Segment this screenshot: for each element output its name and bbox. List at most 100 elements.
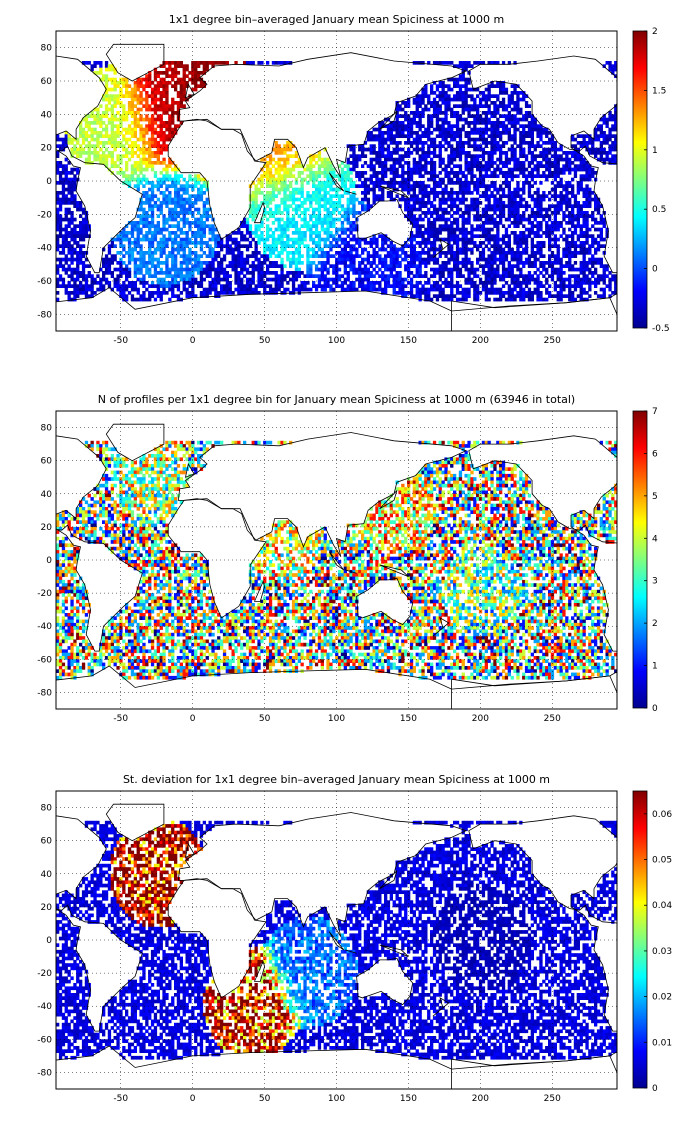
data-cell [176,94,181,98]
data-cell [176,181,181,185]
data-cell [136,111,140,115]
data-cell [605,227,609,232]
data-cell [384,141,388,145]
data-cell [504,161,509,165]
data-cell [464,241,468,245]
data-cell [524,167,529,172]
data-cell [274,161,278,165]
data-cell [79,207,83,212]
data-cell [493,247,497,252]
data-cell [188,224,192,228]
data-cell [243,217,247,222]
data-cell [407,124,411,128]
data-cell [444,121,448,125]
data-cell [556,221,560,225]
data-cell [447,194,451,198]
data-cell [222,257,227,262]
data-cell [602,134,606,138]
data-cell [174,254,178,258]
data-cell [64,227,68,232]
data-cell [125,77,129,82]
data-cell [536,234,540,238]
data-cell [254,234,258,238]
data-cell [404,187,408,192]
data-cell [386,147,391,152]
data-cell [582,221,586,225]
data-cell [208,247,212,252]
data-cell [130,114,135,118]
data-cell [248,254,253,258]
data-cell [381,257,385,262]
data-cell [611,67,615,72]
data-cell [139,204,143,208]
data-cell [150,144,155,148]
data-cell [522,174,526,178]
data-cell [591,191,595,195]
data-cell [568,204,572,208]
data-cell [329,167,333,172]
data-cell [58,207,63,212]
data-cell [150,197,155,202]
data-cell [171,134,175,138]
data-cell [133,221,137,225]
data-cell [148,187,152,192]
data-cell [381,154,385,158]
data-cell [516,214,520,218]
data-cell [398,154,402,158]
data-cell [576,207,580,212]
data-cell [349,211,353,215]
data-cell [542,151,546,155]
data-cell [171,251,175,255]
data-cell [159,181,163,185]
data-cell [61,141,66,145]
data-cell [81,207,86,212]
data-cell [585,221,589,225]
data-cell [67,207,71,212]
data-cell [565,191,569,195]
data-cell [165,137,169,142]
data-cell [389,184,393,188]
data-cell [427,127,431,132]
data-cell [346,214,350,218]
data-cell [501,101,506,105]
data-cell [297,257,301,262]
data-cell [58,244,63,248]
data-cell [182,87,186,92]
data-cell [386,254,391,258]
data-cell [197,224,201,228]
data-cell [326,201,330,205]
data-cell [381,147,385,152]
data-cell [573,164,578,168]
data-cell [162,227,166,232]
data-cell [507,114,511,118]
data-cell [478,104,483,108]
data-cell [211,64,215,68]
data-cell [70,231,74,235]
data-cell [346,244,350,248]
data-cell [127,127,132,132]
data-cell [56,207,60,212]
data-cell [171,257,175,262]
data-cell [369,254,373,258]
data-cell [493,234,497,238]
data-cell [125,91,129,95]
data-cell [585,191,589,195]
data-cell [386,181,391,185]
data-cell [286,147,290,152]
data-cell [148,224,152,228]
data-cell [510,251,514,255]
data-cell [326,227,330,232]
data-cell [174,187,178,192]
data-cell [300,217,304,222]
data-cell [484,191,488,195]
data-cell [432,101,437,105]
data-cell [596,241,601,245]
data-cell [194,194,198,198]
data-cell [401,114,405,118]
data-cell [329,171,333,175]
data-cell [614,64,617,68]
data-cell [127,254,132,258]
data-cell [522,197,526,202]
data-cell [404,124,408,128]
data-cell [533,217,537,222]
